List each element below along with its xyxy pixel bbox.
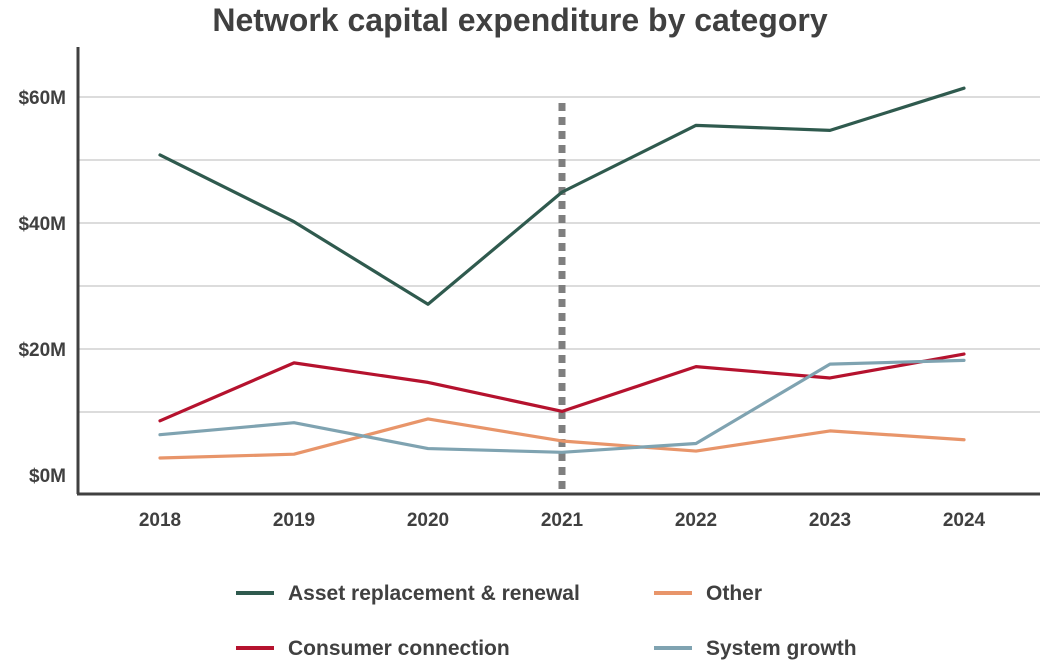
series-line <box>158 86 966 306</box>
x-tick-label: 2023 <box>809 510 851 531</box>
x-tick-label: 2024 <box>943 510 986 531</box>
legend: Asset replacement & renewal Other Consumer… <box>236 582 857 660</box>
x-tick-label: 2021 <box>541 510 584 531</box>
x-tick-label: 2020 <box>407 510 449 531</box>
legend-label: Other <box>706 582 762 605</box>
series-lines <box>158 86 966 460</box>
series-line <box>158 417 966 460</box>
x-axis-ticks: 2018 2019 2020 2021 2022 2023 2024 <box>139 510 986 531</box>
axes <box>76 47 1040 496</box>
y-tick-label: $0M <box>29 466 66 487</box>
chart-title: Network capital expenditure by category <box>212 2 828 38</box>
series-line <box>158 358 966 454</box>
legend-label: Asset replacement & renewal <box>288 582 580 605</box>
x-tick-label: 2022 <box>675 510 717 531</box>
y-tick-label: $20M <box>18 340 66 361</box>
series-line <box>158 352 966 423</box>
y-tick-label: $60M <box>18 88 66 109</box>
x-tick-label: 2018 <box>139 510 181 531</box>
y-axis-ticks: $0M $20M $40M $60M <box>18 88 66 487</box>
legend-label: System growth <box>706 637 857 660</box>
legend-label: Consumer connection <box>288 637 510 660</box>
y-tick-label: $40M <box>18 214 66 235</box>
x-tick-label: 2019 <box>273 510 315 531</box>
